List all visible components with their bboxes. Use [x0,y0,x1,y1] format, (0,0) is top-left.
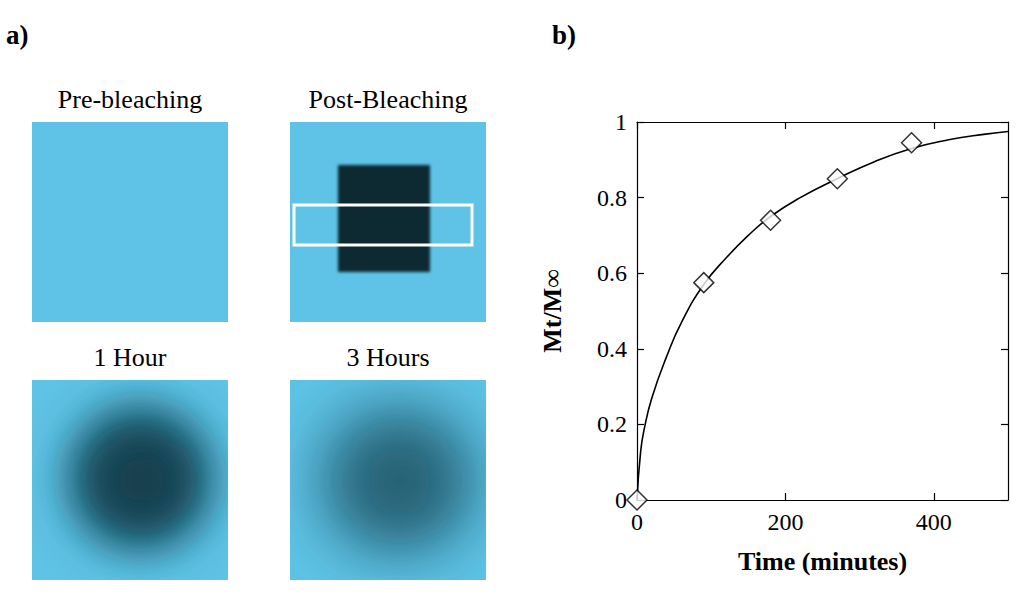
svg-text:200: 200 [767,509,803,535]
svg-text:1 Hour: 1 Hour [94,343,167,372]
svg-text:b): b) [552,20,576,50]
svg-text:Mt/M∞: Mt/M∞ [538,269,567,353]
svg-text:Time (minutes): Time (minutes) [738,547,907,576]
svg-text:Pre-bleaching: Pre-bleaching [58,85,202,114]
svg-text:a): a) [6,20,29,50]
svg-text:3 Hours: 3 Hours [346,343,429,372]
svg-text:1: 1 [615,109,627,135]
svg-text:Post-Bleaching: Post-Bleaching [309,85,468,114]
svg-text:0: 0 [615,487,627,513]
svg-text:0: 0 [631,509,643,535]
svg-text:400: 400 [916,509,952,535]
svg-text:0.2: 0.2 [597,411,627,437]
svg-text:0.4: 0.4 [597,336,627,362]
svg-text:0.8: 0.8 [597,185,627,211]
svg-text:0.6: 0.6 [597,260,627,286]
